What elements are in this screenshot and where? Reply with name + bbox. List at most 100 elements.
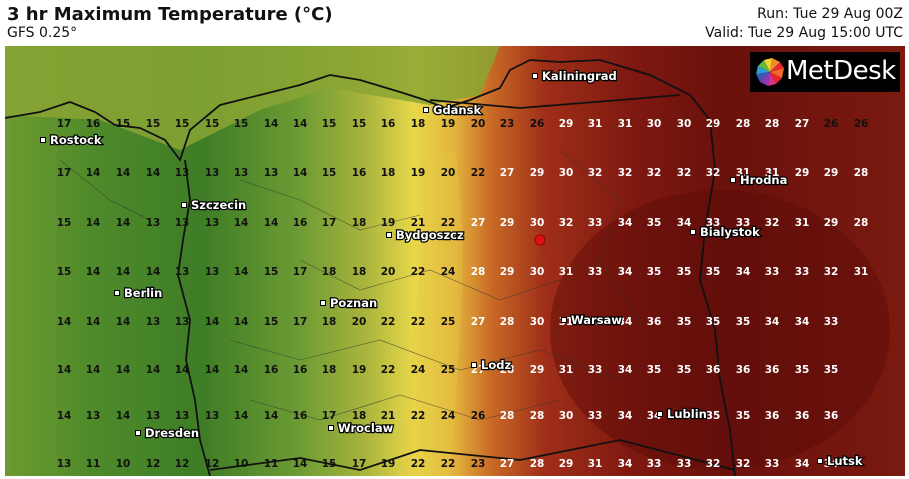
temperature-value: 32: [706, 167, 721, 179]
temperature-value: 32: [559, 217, 574, 229]
temperature-value: 25: [441, 316, 456, 328]
temperature-value: 14: [57, 316, 72, 328]
hot-core: [550, 190, 890, 470]
temperature-value: 30: [530, 316, 545, 328]
temperature-value: 14: [264, 217, 279, 229]
temperature-value: 20: [352, 316, 367, 328]
temperature-value: 17: [57, 118, 72, 130]
city-marker: [471, 362, 477, 368]
city-marker: [386, 232, 392, 238]
temperature-value: 35: [677, 316, 692, 328]
city-label: Dresden: [145, 426, 199, 440]
temperature-value: 36: [647, 316, 662, 328]
temperature-value: 13: [146, 217, 161, 229]
temperature-value: 33: [588, 316, 603, 328]
city-poznan: Poznan: [320, 295, 378, 311]
temperature-value: 32: [824, 266, 839, 278]
city-marker: [730, 177, 736, 183]
temperature-value: 33: [588, 410, 603, 422]
temperature-value: 13: [205, 167, 220, 179]
temperature-value: 14: [86, 364, 101, 376]
city-wroclaw: Wroclaw: [328, 420, 395, 436]
temperature-value: 29: [795, 167, 810, 179]
temperature-value: 13: [175, 410, 190, 422]
temperature-value: 23: [500, 118, 515, 130]
temperature-value: 10: [234, 458, 249, 470]
temperature-value: 20: [471, 118, 486, 130]
temperature-value: 14: [205, 316, 220, 328]
temperature-value: 32: [647, 167, 662, 179]
temperature-value: 29: [824, 217, 839, 229]
map-title: 3 hr Maximum Temperature (°C): [7, 4, 333, 25]
temperature-value: 27: [500, 458, 515, 470]
temperature-value: 34: [618, 410, 633, 422]
temperature-value: 13: [205, 217, 220, 229]
temperature-value: 14: [146, 364, 161, 376]
borders: [5, 59, 736, 476]
temperature-value: 36: [795, 410, 810, 422]
temperature-value: 19: [352, 364, 367, 376]
city-bialystok: Bialystok: [690, 224, 761, 240]
temperature-value: 15: [322, 118, 337, 130]
temperature-value: 21: [381, 410, 396, 422]
southern-border: [209, 439, 736, 471]
city-marker: [320, 300, 326, 306]
temperature-value: 11: [86, 458, 101, 470]
city-warsaw: Warsaw: [561, 312, 624, 328]
temperature-value: 33: [588, 217, 603, 229]
temperature-value: 26: [854, 118, 869, 130]
temperature-value: 33: [795, 266, 810, 278]
temperature-value: 31: [588, 458, 603, 470]
temperature-value: 14: [116, 364, 131, 376]
temperature-value: 28: [500, 410, 515, 422]
temperature-value: 31: [854, 266, 869, 278]
temperature-value: 12: [175, 458, 190, 470]
temperature-value: 14: [57, 410, 72, 422]
city-dresden: Dresden: [135, 425, 200, 441]
temperature-value: 14: [234, 410, 249, 422]
temperature-value: 30: [530, 266, 545, 278]
temperature-value: 17: [322, 410, 337, 422]
temperature-value: 22: [411, 266, 426, 278]
temperature-value: 13: [146, 410, 161, 422]
temperature-value: 29: [500, 217, 515, 229]
logo-text: MetDesk: [786, 56, 896, 86]
temperature-value: 26: [530, 118, 545, 130]
temperature-value: 15: [234, 118, 249, 130]
temperature-value: 22: [411, 410, 426, 422]
temperature-value: 36: [736, 364, 751, 376]
temperature-value: 27: [795, 118, 810, 130]
temperature-value: 33: [706, 217, 721, 229]
temperature-value: 14: [86, 217, 101, 229]
temperature-value: 22: [411, 458, 426, 470]
city-label: Lutsk: [827, 454, 863, 468]
temperature-value: 31: [765, 167, 780, 179]
temperature-value: 28: [530, 410, 545, 422]
temperature-value: 13: [175, 316, 190, 328]
baltic-sea-field: [5, 46, 500, 150]
temperature-value: 21: [411, 217, 426, 229]
temperature-value: 35: [706, 316, 721, 328]
temperature-value: 13: [146, 316, 161, 328]
temperature-value: 35: [824, 364, 839, 376]
city-label: Wroclaw: [338, 421, 394, 435]
temperature-value: 14: [86, 316, 101, 328]
temperature-value: 31: [736, 167, 751, 179]
temperature-value: 22: [441, 458, 456, 470]
temperature-value: 13: [205, 410, 220, 422]
temperature-value: 34: [736, 266, 751, 278]
city-label: Rostock: [50, 133, 102, 147]
temperature-value: 29: [530, 167, 545, 179]
location-marker: [534, 234, 546, 246]
temperature-value: 35: [647, 266, 662, 278]
temperature-value: 14: [116, 167, 131, 179]
city-label: Bialystok: [700, 225, 760, 239]
temperature-value: 17: [57, 167, 72, 179]
temperature-value: 29: [500, 266, 515, 278]
temperature-value: 35: [647, 364, 662, 376]
city-rostock: Rostock: [40, 132, 103, 148]
temperature-value: 29: [530, 364, 545, 376]
temperature-value: 35: [677, 266, 692, 278]
temperature-value: 34: [795, 316, 810, 328]
temperature-value: 18: [381, 167, 396, 179]
